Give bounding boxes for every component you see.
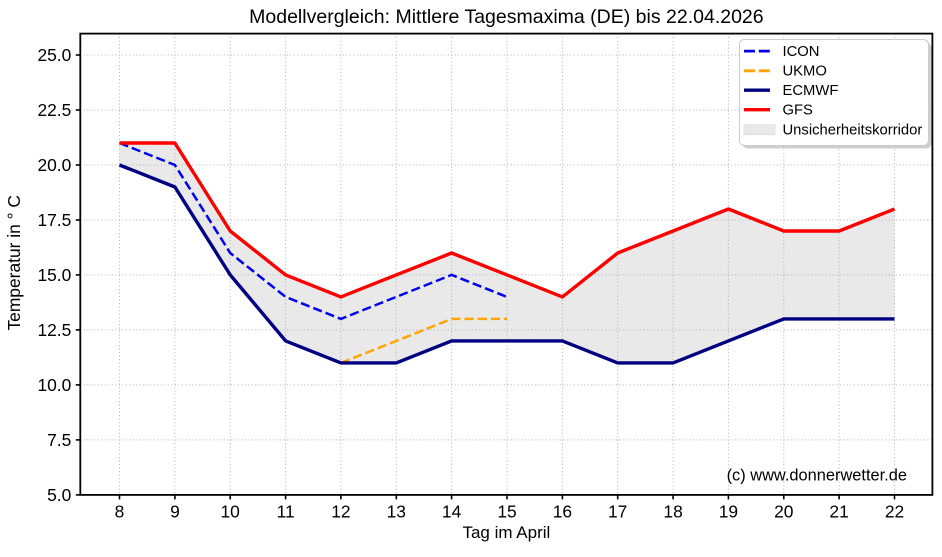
svg-text:20: 20 <box>774 502 793 522</box>
svg-text:ECMWF: ECMWF <box>783 83 839 99</box>
svg-text:5.0: 5.0 <box>47 485 71 505</box>
svg-text:Temperatur in ° C: Temperatur in ° C <box>4 195 24 331</box>
svg-text:7.5: 7.5 <box>47 430 71 450</box>
svg-text:Tag im April: Tag im April <box>462 523 550 542</box>
svg-text:15: 15 <box>497 502 516 522</box>
svg-text:14: 14 <box>442 502 462 522</box>
svg-text:UKMO: UKMO <box>783 64 827 80</box>
svg-text:9: 9 <box>170 502 180 522</box>
svg-text:10.0: 10.0 <box>37 375 71 395</box>
svg-text:17: 17 <box>608 502 627 522</box>
svg-text:10: 10 <box>221 502 240 522</box>
svg-text:Modellvergleich: Mittlere Tage: Modellvergleich: Mittlere Tagesmaxima (D… <box>249 6 763 28</box>
svg-text:17.5: 17.5 <box>37 210 71 230</box>
svg-text:21: 21 <box>829 502 848 522</box>
svg-text:11: 11 <box>277 502 295 522</box>
svg-text:18: 18 <box>663 502 682 522</box>
svg-text:GFS: GFS <box>783 103 814 119</box>
svg-text:(c) www.donnerwetter.de: (c) www.donnerwetter.de <box>727 467 907 485</box>
svg-text:25.0: 25.0 <box>37 45 71 65</box>
svg-text:22: 22 <box>885 502 904 522</box>
svg-text:13: 13 <box>387 502 406 522</box>
svg-text:ICON: ICON <box>783 44 820 60</box>
svg-text:12.5: 12.5 <box>37 320 71 340</box>
svg-text:19: 19 <box>719 502 738 522</box>
svg-text:12: 12 <box>331 502 350 522</box>
svg-text:8: 8 <box>115 502 125 522</box>
svg-text:22.5: 22.5 <box>37 100 71 120</box>
svg-text:15.0: 15.0 <box>37 265 71 285</box>
svg-text:Unsicherheitskorridor: Unsicherheitskorridor <box>783 123 923 139</box>
svg-text:16: 16 <box>553 502 572 522</box>
svg-text:20.0: 20.0 <box>37 155 71 175</box>
